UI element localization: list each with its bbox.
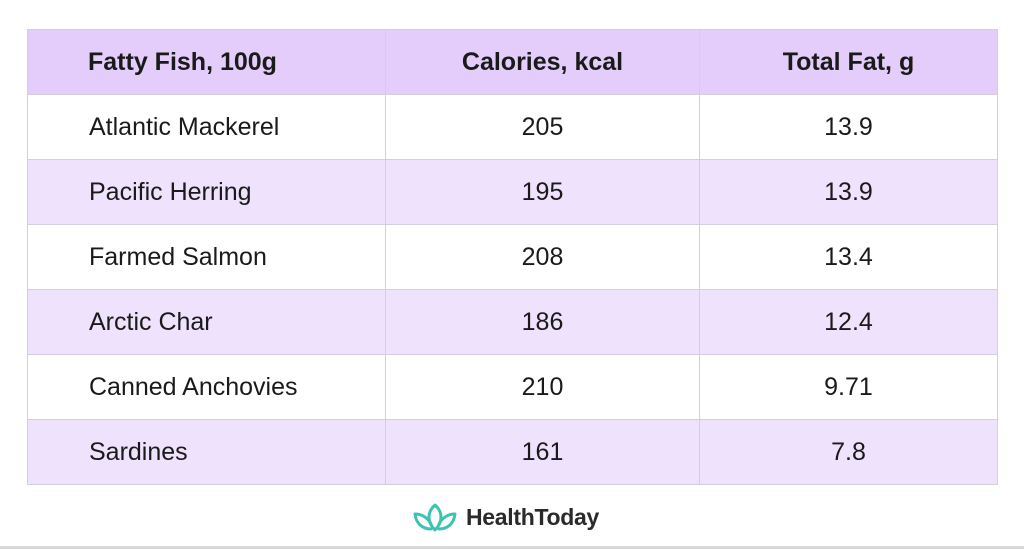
cell-fish-name: Arctic Char: [27, 289, 386, 355]
brand-name: HealthToday: [466, 503, 600, 530]
table-header-row: Fatty Fish, 100g Calories, kcal Total Fa…: [27, 29, 998, 95]
cell-fish-name: Sardines: [27, 419, 386, 485]
column-header-fat: Total Fat, g: [699, 29, 998, 95]
table-row: Sardines 161 7.8: [27, 419, 998, 485]
nutrition-table: Fatty Fish, 100g Calories, kcal Total Fa…: [27, 29, 998, 485]
lotus-icon: [413, 503, 457, 532]
cell-calories: 186: [385, 289, 700, 355]
cell-calories: 205: [385, 94, 700, 160]
column-header-calories: Calories, kcal: [385, 29, 700, 95]
bottom-divider: [0, 546, 1024, 549]
brand-logo: HealthToday: [412, 500, 599, 534]
nutrition-table-container: Fatty Fish, 100g Calories, kcal Total Fa…: [27, 29, 998, 485]
cell-fat: 13.9: [699, 94, 998, 160]
table-row: Farmed Salmon 208 13.4: [27, 224, 998, 290]
cell-fat: 7.8: [699, 419, 998, 485]
table-row: Pacific Herring 195 13.9: [27, 159, 998, 225]
table-row: Canned Anchovies 210 9.71: [27, 354, 998, 420]
cell-calories: 195: [385, 159, 700, 225]
cell-fat: 9.71: [699, 354, 998, 420]
cell-fish-name: Pacific Herring: [27, 159, 386, 225]
cell-fish-name: Farmed Salmon: [27, 224, 386, 290]
table-row: Arctic Char 186 12.4: [27, 289, 998, 355]
cell-fish-name: Canned Anchovies: [27, 354, 386, 420]
cell-calories: 161: [385, 419, 700, 485]
column-header-fish: Fatty Fish, 100g: [27, 29, 386, 95]
cell-fat: 13.4: [699, 224, 998, 290]
cell-fat: 12.4: [699, 289, 998, 355]
table-row: Atlantic Mackerel 205 13.9: [27, 94, 998, 160]
cell-calories: 208: [385, 224, 700, 290]
cell-fish-name: Atlantic Mackerel: [27, 94, 386, 160]
cell-calories: 210: [385, 354, 700, 420]
cell-fat: 13.9: [699, 159, 998, 225]
